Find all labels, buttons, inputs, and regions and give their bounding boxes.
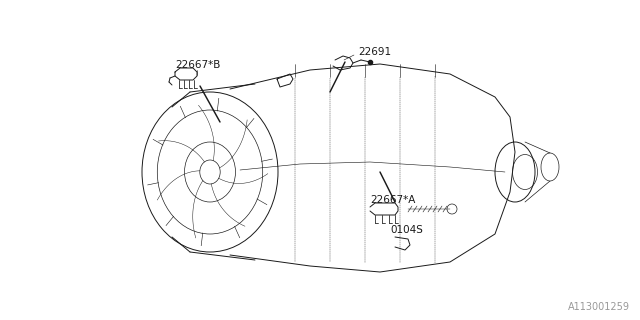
Text: 22691: 22691 xyxy=(358,47,391,57)
Text: 22667*A: 22667*A xyxy=(370,195,415,205)
Text: A113001259: A113001259 xyxy=(568,302,630,312)
Text: 0104S: 0104S xyxy=(390,225,423,235)
Text: 22667*B: 22667*B xyxy=(175,60,220,70)
